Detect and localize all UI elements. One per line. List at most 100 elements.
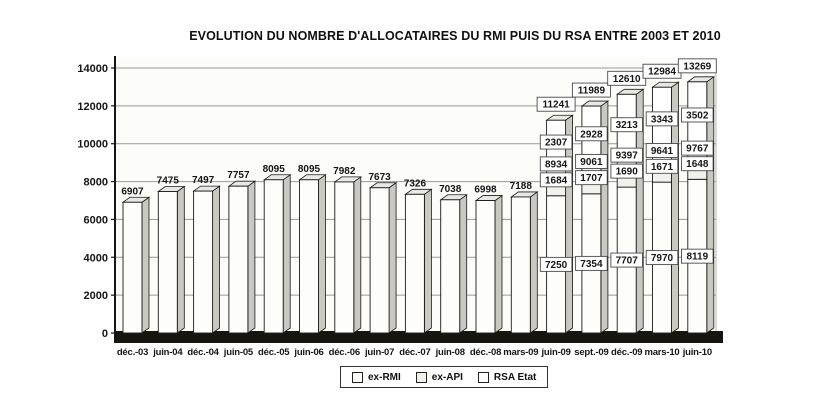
x-tick-label: déc.-08	[470, 347, 501, 358]
bar-side-face	[176, 185, 185, 334]
x-tick-label: déc.-09	[611, 347, 642, 358]
value-label-box	[681, 140, 714, 156]
bar-value-label: 7250	[545, 260, 568, 271]
bar-side-face	[247, 180, 256, 334]
value-label-box	[610, 252, 643, 268]
chart-floor	[114, 331, 723, 343]
bar-segment-ex-RMI	[228, 185, 249, 334]
bar-value-label: 7982	[333, 166, 356, 177]
bar-value-label: 7326	[404, 178, 427, 189]
bar-value-label: 8095	[298, 164, 321, 175]
y-tick-label: 12000	[77, 101, 108, 113]
bar-segment-ex-RMI	[404, 193, 425, 334]
bar-segment-ex-RMI	[440, 199, 461, 334]
bar-value-label: 7497	[192, 175, 215, 186]
bar-side-face	[494, 194, 503, 334]
value-label-box	[575, 126, 608, 142]
y-tick-label: 10000	[77, 139, 108, 151]
bar-segment-ex-RMI	[334, 181, 355, 334]
value-label-box	[539, 172, 573, 188]
value-label-box	[645, 143, 679, 158]
bar-value-label: 8934	[545, 159, 568, 170]
value-label-box	[681, 248, 714, 264]
x-tick-label: juin-07	[364, 347, 394, 358]
bar-value-label: 9061	[580, 157, 603, 168]
value-label-box	[575, 170, 608, 186]
bar-side-face	[459, 194, 468, 334]
bar-value-label: 11989	[578, 86, 606, 97]
x-tick-label: déc.-05	[258, 347, 290, 358]
bar-value-label: 7673	[368, 172, 391, 183]
legend-swatch-rsa-etat-icon	[477, 371, 489, 383]
x-tick-label: juin-04	[152, 347, 183, 358]
bar-value-label: 1671	[651, 162, 674, 173]
bar-value-label: 3343	[651, 114, 674, 125]
bar-value-label: 12984	[648, 67, 676, 78]
bar-value-label: 6998	[474, 185, 497, 196]
bar-side-face	[141, 196, 150, 334]
bar-side-face	[388, 181, 397, 334]
bar-value-label: 1707	[580, 173, 603, 184]
value-label-box	[645, 250, 679, 266]
chart-title: EVOLUTION DU NOMBRE D'ALLOCATAIRES DU RM…	[189, 29, 721, 43]
value-label-box	[539, 134, 573, 150]
y-tick-label: 0	[102, 328, 108, 340]
y-tick-label: 8000	[84, 177, 108, 189]
y-tick-label: 4000	[84, 252, 108, 264]
bar-segment-ex-RMI	[263, 179, 284, 334]
x-tick-label: juin-10	[682, 347, 712, 358]
bar-value-label: 8119	[686, 252, 708, 263]
bar-side-face	[212, 185, 221, 334]
legend-item-rsa-etat: RSA Etat	[477, 371, 536, 383]
bar-value-label: 7970	[651, 253, 674, 264]
bar-value-label: 7757	[227, 170, 250, 181]
x-tick-label: mars-10	[644, 347, 679, 358]
value-label-box	[539, 156, 573, 172]
x-tick-label: déc.-07	[399, 347, 430, 358]
bar-value-label: 7354	[580, 259, 603, 270]
y-tick-label: 6000	[84, 214, 108, 226]
bar-value-label: 1690	[616, 167, 639, 178]
bar-side-face	[529, 191, 538, 334]
x-tick-label: mars-09	[503, 347, 538, 358]
legend-swatch-ex-api-icon	[415, 371, 427, 383]
value-label-box	[677, 58, 717, 74]
x-tick-label: déc.-03	[117, 347, 148, 358]
bar-segment-ex-RMI	[157, 191, 178, 334]
bar-value-label: 2307	[545, 138, 568, 149]
bar-value-label: 7038	[439, 184, 462, 195]
value-label-box	[610, 117, 643, 133]
bar-value-label: 9397	[616, 151, 639, 162]
bar-value-label: 7188	[510, 181, 533, 192]
bar-value-label: 3213	[616, 120, 639, 131]
legend-item-ex-rmi: ex-RMI	[352, 371, 401, 383]
bar-value-label: 12610	[613, 74, 641, 85]
bar-side-face	[353, 176, 362, 334]
bar-side-face	[282, 173, 291, 334]
value-label-box	[681, 107, 714, 123]
bar-value-label: 6907	[121, 186, 144, 197]
bar-value-label: 7707	[616, 256, 639, 267]
bar-value-label: 8095	[263, 164, 286, 175]
x-tick-label: juin-09	[540, 347, 570, 358]
legend-swatch-ex-rmi-icon	[352, 371, 363, 383]
legend: ex-RMI ex-API RSA Etat	[340, 366, 549, 388]
y-tick-label: 14000	[77, 63, 108, 75]
value-label-box	[610, 147, 643, 163]
x-tick-label: déc.-04	[187, 347, 219, 358]
bar-segment-ex-RMI	[369, 187, 390, 334]
bar-value-label: 1648	[686, 159, 709, 170]
value-label-box	[681, 156, 714, 172]
legend-label-ex-api: ex-API	[431, 371, 463, 383]
value-label-box	[539, 256, 573, 272]
value-label-box	[645, 111, 679, 127]
value-label-box	[571, 82, 611, 98]
bar-value-label: 9767	[686, 144, 709, 155]
bar-value-label: 2928	[580, 129, 603, 140]
bar-segment-ex-RMI	[193, 190, 214, 334]
y-tick-label: 2000	[84, 290, 108, 302]
bar-value-label: 13269	[683, 61, 711, 72]
value-label-box	[610, 163, 643, 179]
